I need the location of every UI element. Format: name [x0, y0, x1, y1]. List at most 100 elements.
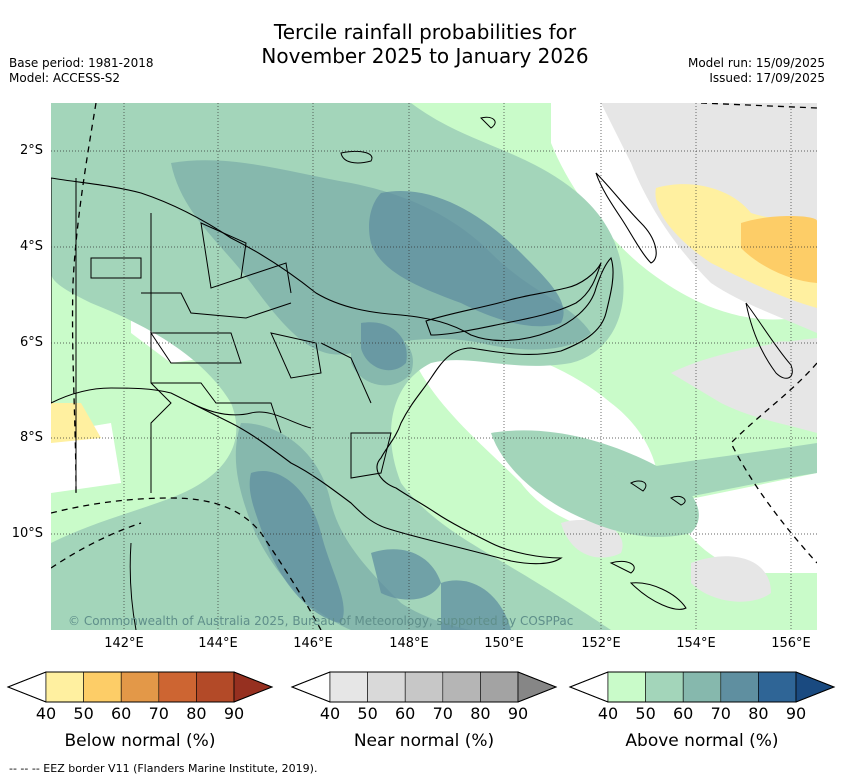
- colorbar-swatch: [367, 671, 406, 703]
- above-normal-zone-70: [361, 322, 407, 371]
- colorbar-extend-high: [795, 671, 836, 703]
- colorbar-extend-high: [233, 671, 274, 703]
- cape-york-coastline: [129, 542, 137, 630]
- above-normal-zone-70: [249, 471, 344, 623]
- colorbar-frame: [6, 671, 274, 703]
- above-normal-zone-50: [611, 443, 817, 503]
- colorbar-tick-label: 70: [148, 704, 169, 723]
- lat-label: 4°S: [19, 239, 43, 254]
- lon-label: 156°E: [771, 636, 811, 651]
- colorbar-swatch: [404, 671, 444, 703]
- colorbar-tick-label: 90: [507, 704, 529, 723]
- colorbar-extend-low: [290, 671, 331, 703]
- copyright-notice: © Commonwealth of Australia 2025, Bureau…: [68, 614, 574, 628]
- colorbar-swatch: [196, 671, 235, 703]
- lon-label: 146°E: [293, 636, 333, 651]
- above-normal-zone-70: [369, 191, 564, 327]
- new-britain-coastline: [425, 262, 602, 336]
- colorbar-tick-label: 60: [673, 704, 694, 723]
- colorbars: [6, 671, 836, 703]
- island-coastline: [609, 560, 635, 574]
- rainfall-map: [51, 103, 817, 630]
- above-normal-zone-70: [441, 580, 511, 630]
- colorbar-tick-label: 50: [73, 704, 94, 723]
- province-boundary: [270, 332, 322, 379]
- colorbar-swatch: [645, 671, 684, 703]
- colorbar-tick-label: 40: [597, 704, 619, 723]
- island-coastline: [630, 480, 647, 492]
- bougainville-coastline: [745, 302, 793, 379]
- eez-border: [71, 103, 97, 494]
- colorbar-tick-label: 70: [432, 704, 453, 723]
- colorbar-frame: [568, 671, 836, 703]
- province-boundary: [150, 332, 242, 364]
- colorbar-swatch: [120, 671, 160, 703]
- colorbar-swatch: [480, 671, 519, 703]
- near-normal-zone: [691, 556, 771, 602]
- below-normal-zone: [655, 184, 817, 308]
- colorbar-tick-label: 80: [748, 704, 769, 723]
- border-line: [150, 213, 172, 493]
- model-name: Model: ACCESS-S2: [9, 71, 121, 85]
- colorbar-swatch: [45, 671, 84, 703]
- colorbar-swatch: [682, 671, 722, 703]
- colorbar-swatch: [720, 671, 759, 703]
- near-normal-title: Near normal (%): [353, 731, 495, 751]
- map-title: Tercile rainfall probabilities for Novem…: [0, 20, 850, 68]
- lon-label: 152°E: [581, 636, 621, 651]
- colorbar-tick-label: 80: [470, 704, 491, 723]
- model-run: Model run: 15/09/2025: [687, 56, 825, 70]
- near-normal-zone: [561, 519, 623, 558]
- coastline: [190, 402, 312, 429]
- province-boundary: [151, 382, 282, 434]
- colorbar-swatch: [83, 671, 122, 703]
- new-ireland-coastline: [595, 172, 657, 264]
- below-normal-title: Below normal (%): [64, 731, 216, 751]
- colorbar-frame: [290, 671, 558, 703]
- colorbar-tick-label: 40: [319, 704, 341, 723]
- colorbar-swatch: [158, 671, 197, 703]
- colorbar-tick-label: 80: [186, 704, 207, 723]
- colorbar-swatch: [329, 671, 368, 703]
- colorbar-tick-label: 50: [357, 704, 378, 723]
- colorbar-tick-label: 70: [710, 704, 731, 723]
- white-zone: [671, 473, 817, 573]
- below-normal-zone-50: [741, 216, 817, 283]
- eez-border: [700, 103, 817, 109]
- title-line-2: November 2025 to January 2026: [261, 44, 589, 68]
- gridlines: [51, 103, 817, 630]
- manus-coastline: [340, 150, 373, 164]
- colorbar-tick-label: 60: [111, 704, 132, 723]
- colorbar-tick-label: 60: [395, 704, 416, 723]
- colorbar-tick-label: 90: [785, 704, 807, 723]
- above-normal-zone-70: [371, 549, 441, 600]
- eez-border: [51, 497, 322, 630]
- above-normal-title: Above normal (%): [625, 731, 779, 751]
- colorbar-tick-label: 90: [223, 704, 245, 723]
- province-boundary: [350, 432, 392, 479]
- near-normal-colorbar: [290, 671, 558, 703]
- island-coastline: [629, 582, 687, 610]
- lat-label: 8°S: [19, 430, 43, 445]
- island-coastline: [480, 116, 496, 129]
- eez-border: [730, 362, 817, 564]
- colorbar-swatch: [758, 671, 797, 703]
- province-boundary: [90, 257, 142, 279]
- colorbar-swatch: [442, 671, 481, 703]
- island-coastline: [670, 495, 686, 506]
- above-normal-zone-50: [491, 430, 699, 537]
- lon-label: 148°E: [389, 636, 429, 651]
- issued-date: Issued: 17/09/2025: [709, 71, 825, 85]
- colorbar-extend-low: [568, 671, 609, 703]
- lat-label: 2°S: [19, 143, 43, 158]
- above-normal-colorbar: [568, 671, 836, 703]
- province-boundary: [320, 342, 372, 404]
- colorbar-tick-label: 50: [635, 704, 656, 723]
- colorbar-tick-label: 40: [35, 704, 57, 723]
- lon-label: 154°E: [676, 636, 716, 651]
- eez-border: [51, 522, 142, 569]
- lat-label: 10°S: [11, 526, 43, 541]
- eez-footnote: -- -- -- EEZ border V11 (Flanders Marine…: [9, 762, 318, 775]
- lon-label: 144°E: [198, 636, 238, 651]
- meta-right: Model run: 15/09/2025 Issued: 17/09/2025: [688, 56, 825, 86]
